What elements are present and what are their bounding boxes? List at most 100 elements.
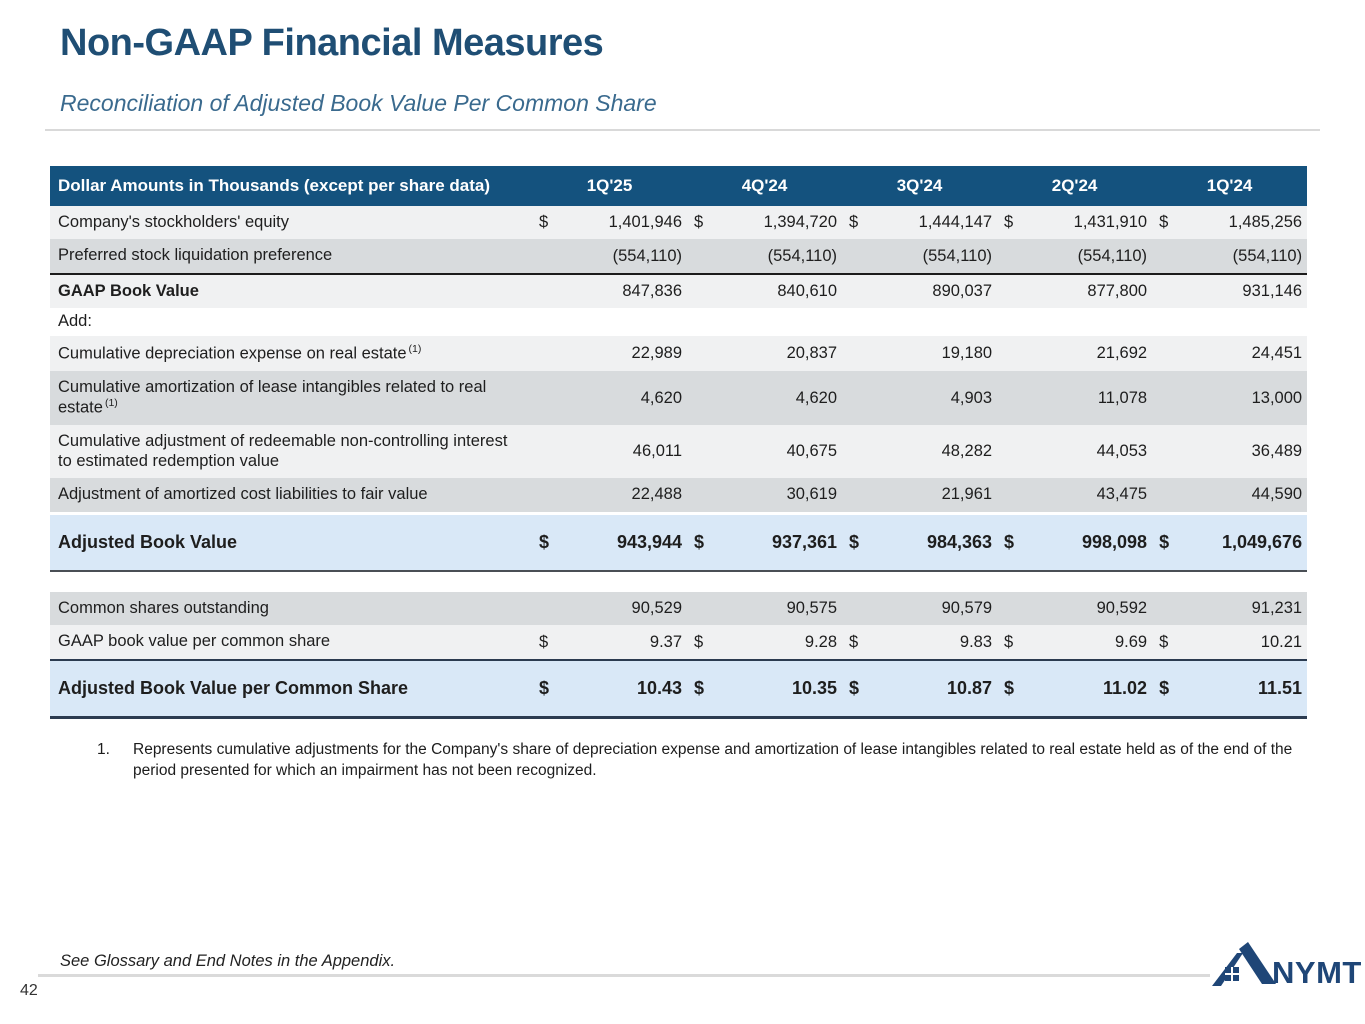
value-cell: 44,590 [1179, 478, 1308, 515]
table-row: Cumulative adjustment of redeemable non-… [50, 425, 1308, 479]
currency-cell [1152, 239, 1180, 275]
currency-cell [997, 478, 1025, 515]
value-cell: 1,431,910 [1024, 206, 1153, 240]
page-title: Non-GAAP Financial Measures [60, 22, 604, 64]
house-roof-icon [1212, 942, 1276, 986]
currency-cell [532, 478, 559, 515]
column-header: 2Q'24 [997, 166, 1153, 206]
currency-cell [842, 425, 870, 479]
currency-cell [687, 591, 715, 626]
value-cell: 11,078 [1024, 370, 1153, 426]
currency-cell [1152, 478, 1180, 515]
currency-cell: $ [687, 511, 715, 572]
value-cell: 4,903 [869, 370, 998, 426]
value-cell: 91,231 [1179, 591, 1308, 626]
value-cell: (554,110) [1024, 239, 1153, 275]
value-cell: 10.21 [1179, 625, 1308, 660]
value-cell: 1,401,946 [559, 206, 688, 240]
table-total-row: Adjusted Book Value per Common Share $10.… [50, 658, 1308, 720]
column-header: 4Q'24 [687, 166, 843, 206]
currency-cell [532, 370, 559, 426]
value-cell: (554,110) [714, 239, 843, 275]
currency-cell [1152, 425, 1180, 479]
value-cell: 9.83 [869, 625, 998, 660]
currency-cell [532, 335, 559, 371]
currency-cell: $ [1152, 625, 1180, 660]
row-label: Adjustment of amortized cost liabilities… [50, 478, 532, 515]
value-cell: 19,180 [869, 335, 998, 371]
value-cell: 36,489 [1179, 425, 1308, 479]
value-cell: 43,475 [1024, 478, 1153, 515]
currency-cell: $ [842, 206, 870, 240]
footnote-reference: (1) [104, 397, 118, 410]
value-cell [869, 308, 998, 336]
row-label: Add: [50, 308, 532, 336]
page-number: 42 [20, 982, 38, 999]
table-body: Company's stockholders' equity $1,401,946… [50, 206, 1308, 720]
value-cell: (554,110) [559, 239, 688, 275]
currency-cell: $ [532, 625, 559, 660]
value-cell: 1,444,147 [869, 206, 998, 240]
row-label: Cumulative adjustment of redeemable non-… [50, 425, 532, 479]
currency-cell: $ [1152, 511, 1180, 572]
reconciliation-table: Dollar Amounts in Thousands (except per … [50, 166, 1308, 720]
value-cell: 21,692 [1024, 335, 1153, 371]
currency-cell: $ [687, 206, 715, 240]
currency-cell: $ [997, 625, 1025, 660]
nymt-logo: NYMT [1210, 940, 1362, 988]
currency-cell [997, 239, 1025, 275]
row-label: GAAP Book Value [50, 273, 532, 309]
table-row: Cumulative depreciation expense on real … [50, 335, 1308, 371]
value-cell: 1,485,256 [1179, 206, 1308, 240]
currency-cell [997, 591, 1025, 626]
table-header-label: Dollar Amounts in Thousands (except per … [50, 166, 532, 206]
value-cell: 21,961 [869, 478, 998, 515]
currency-cell [842, 591, 870, 626]
header-divider [45, 129, 1320, 131]
value-cell: 46,011 [559, 425, 688, 479]
currency-cell: $ [687, 625, 715, 660]
currency-cell [532, 425, 559, 479]
value-cell: 22,488 [559, 478, 688, 515]
currency-cell [687, 425, 715, 479]
spacer-row [50, 570, 1308, 592]
row-label: Adjusted Book Value [50, 511, 532, 572]
row-label: Preferred stock liquidation preference [50, 239, 532, 275]
value-cell: 22,989 [559, 335, 688, 371]
value-cell: 24,451 [1179, 335, 1308, 371]
currency-cell [1152, 308, 1180, 336]
currency-cell [1152, 273, 1180, 309]
currency-cell [687, 273, 715, 309]
table-row: GAAP book value per common share $9.37 $9.… [50, 625, 1308, 660]
value-cell: 998,098 [1024, 511, 1153, 572]
value-cell: 4,620 [559, 370, 688, 426]
row-label: Common shares outstanding [50, 591, 532, 626]
currency-cell [997, 370, 1025, 426]
value-cell: 10.35 [714, 658, 843, 720]
value-cell: 984,363 [869, 511, 998, 572]
currency-cell [842, 370, 870, 426]
value-cell [714, 308, 843, 336]
value-cell: 44,053 [1024, 425, 1153, 479]
currency-cell: $ [532, 206, 559, 240]
value-cell: 90,575 [714, 591, 843, 626]
column-header: 1Q'24 [1152, 166, 1308, 206]
currency-cell: $ [1152, 206, 1180, 240]
footnote-reference: (1) [408, 342, 422, 355]
value-cell: 90,579 [869, 591, 998, 626]
table-row: Add: [50, 308, 1308, 336]
logo-text: NYMT [1272, 955, 1362, 991]
value-cell: 877,800 [1024, 273, 1153, 309]
value-cell [1179, 308, 1308, 336]
currency-cell [687, 308, 715, 336]
table-row: Adjustment of amortized cost liabilities… [50, 478, 1308, 515]
page-subtitle: Reconciliation of Adjusted Book Value Pe… [60, 90, 657, 116]
value-cell: 40,675 [714, 425, 843, 479]
currency-cell [842, 335, 870, 371]
currency-cell [687, 370, 715, 426]
currency-cell [997, 308, 1025, 336]
column-header: 1Q'25 [532, 166, 688, 206]
value-cell: 11.02 [1024, 658, 1153, 720]
row-label: Company's stockholders' equity [50, 206, 532, 240]
